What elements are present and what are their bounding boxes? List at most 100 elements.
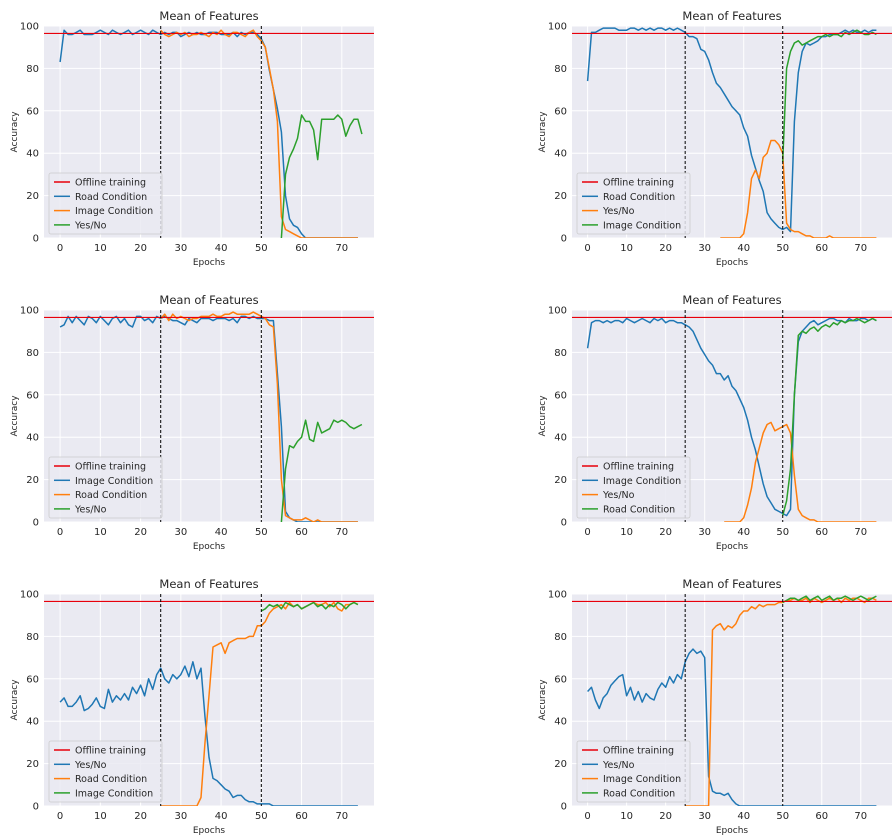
- legend-box: [576, 172, 691, 235]
- series-line-2: [720, 139, 877, 238]
- x-tick-label: 70: [335, 243, 348, 254]
- y-tick-label: 80: [26, 632, 39, 643]
- chart-panel-4: 0 10 20 30 40 50 60 70 0 20 40 60 80 100 Mean of Featu…: [538, 293, 892, 552]
- y-tick-label: 80: [554, 632, 567, 643]
- series-line-2: [160, 601, 359, 806]
- series-line-1: [587, 648, 877, 806]
- chart-panel-5: 0 10 20 30 40 50 60 70 0 20 40 60 80 100 Mean of Featu…: [10, 577, 374, 836]
- x-tick-label: 40: [215, 811, 228, 822]
- x-tick-label: 0: [57, 527, 63, 538]
- x-tick-label: 70: [854, 243, 867, 254]
- chart-title: Mean of Features: [682, 9, 781, 23]
- legend-label: Yes/No: [74, 220, 107, 231]
- x-axis-label: Epochs: [716, 542, 749, 552]
- y-tick-label: 20: [554, 475, 567, 486]
- series-line-2: [160, 311, 358, 522]
- y-tick-label: 60: [26, 106, 39, 117]
- y-tick-label: 100: [548, 590, 567, 601]
- x-tick-label: 20: [659, 527, 672, 538]
- x-tick-label: 50: [776, 527, 789, 538]
- y-tick-label: 40: [554, 717, 567, 728]
- x-tick-label: 20: [134, 243, 147, 254]
- chart-title: Mean of Features: [159, 293, 258, 307]
- y-tick-label: 60: [554, 674, 567, 685]
- y-tick-label: 100: [20, 590, 39, 601]
- x-axis-label: Epochs: [716, 826, 749, 836]
- x-tick-label: 60: [815, 243, 828, 254]
- legend-label: Yes/No: [602, 760, 635, 771]
- legend-label: Image Condition: [603, 476, 681, 487]
- y-tick-label: 20: [26, 759, 39, 770]
- legend-label: Yes/No: [74, 504, 107, 515]
- legend-label: Offline training: [603, 462, 674, 473]
- x-tick-label: 60: [295, 243, 308, 254]
- y-tick-label: 100: [20, 22, 39, 33]
- x-tick-label: 10: [620, 243, 633, 254]
- data-layer: [572, 310, 892, 522]
- y-tick-label: 80: [26, 348, 39, 359]
- x-tick-label: 0: [584, 243, 590, 254]
- chart-title: Mean of Features: [682, 293, 781, 307]
- x-tick-label: 40: [215, 527, 228, 538]
- y-tick-label: 100: [548, 306, 567, 317]
- x-tick-label: 30: [698, 811, 711, 822]
- y-tick-label: 0: [561, 802, 567, 813]
- x-tick-label: 0: [57, 811, 63, 822]
- legend-label: Road Condition: [603, 788, 675, 799]
- legend-label: Road Condition: [75, 774, 147, 785]
- y-tick-label: 60: [554, 106, 567, 117]
- x-tick-label: 50: [255, 243, 268, 254]
- x-tick-label: 50: [255, 811, 268, 822]
- legend-label: Road Condition: [75, 490, 147, 501]
- y-tick-label: 20: [26, 475, 39, 486]
- legend-label: Image Condition: [75, 788, 153, 799]
- y-tick-label: 60: [554, 390, 567, 401]
- x-tick-label: 40: [737, 527, 750, 538]
- y-tick-label: 40: [554, 149, 567, 160]
- y-tick-label: 40: [26, 717, 39, 728]
- x-tick-label: 10: [620, 527, 633, 538]
- x-tick-label: 70: [854, 527, 867, 538]
- series-line-3: [782, 595, 877, 604]
- chart-panel-1: 0 10 20 30 40 50 60 70 0 20 40 60 80 100 Mean of Featu…: [10, 9, 374, 268]
- data-layer: [572, 26, 892, 238]
- x-tick-label: 50: [776, 243, 789, 254]
- x-tick-label: 70: [335, 811, 348, 822]
- chart-title: Mean of Features: [159, 577, 258, 591]
- series-line-3: [280, 114, 363, 238]
- x-axis-label: Epochs: [716, 258, 749, 268]
- y-tick-label: 60: [26, 674, 39, 685]
- legend-label: Image Condition: [603, 220, 681, 231]
- x-axis-label: Epochs: [193, 826, 226, 836]
- legend-label: Road Condition: [603, 192, 675, 203]
- legend-label: Yes/No: [74, 760, 107, 771]
- x-tick-label: 0: [584, 811, 590, 822]
- data-layer: [44, 310, 374, 522]
- y-axis-label: Accuracy: [10, 679, 20, 721]
- legend-label: Offline training: [75, 462, 146, 473]
- series-line-2: [724, 421, 877, 522]
- x-tick-label: 20: [134, 811, 147, 822]
- y-tick-label: 80: [554, 64, 567, 75]
- x-tick-label: 30: [698, 243, 711, 254]
- y-tick-label: 80: [26, 64, 39, 75]
- x-tick-label: 20: [134, 527, 147, 538]
- x-tick-label: 60: [295, 811, 308, 822]
- legend-box: [48, 172, 163, 235]
- x-tick-label: 30: [174, 527, 187, 538]
- x-tick-label: 0: [584, 527, 590, 538]
- series-line-3: [781, 317, 877, 516]
- series-line-3: [260, 601, 359, 612]
- y-axis-label: Accuracy: [10, 395, 20, 437]
- x-tick-label: 10: [620, 811, 633, 822]
- legend-label: Offline training: [603, 178, 674, 189]
- chart-panel-3: 0 10 20 30 40 50 60 70 0 20 40 60 80 100 Mean of Featu…: [10, 293, 374, 552]
- y-axis-label: Accuracy: [538, 111, 548, 153]
- y-tick-label: 40: [26, 149, 39, 160]
- x-axis-label: Epochs: [193, 542, 226, 552]
- x-tick-label: 0: [57, 243, 63, 254]
- y-tick-label: 0: [33, 234, 39, 245]
- y-axis-label: Accuracy: [538, 679, 548, 721]
- chart-panel-2: 0 10 20 30 40 50 60 70 0 20 40 60 80 100 Mean of Featu…: [538, 9, 892, 268]
- series-line-1: [59, 661, 358, 806]
